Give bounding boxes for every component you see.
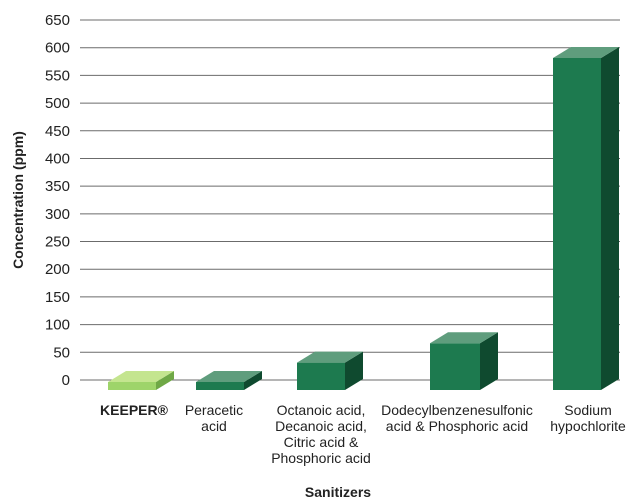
y-tick-label: 400	[45, 150, 70, 167]
bar	[297, 351, 363, 390]
bar-top	[430, 332, 498, 344]
grid-lines	[80, 19, 620, 381]
x-category-label: Sodium hypochlorite	[550, 402, 626, 434]
bar-top	[108, 371, 174, 382]
bars	[108, 47, 619, 390]
y-axis-title: Concentration (ppm)	[10, 131, 26, 269]
y-tick-label: 550	[45, 67, 70, 84]
bar-front	[196, 382, 244, 390]
x-category-label: KEEPER®	[100, 402, 169, 418]
y-tick-label: 600	[45, 40, 70, 57]
x-axis-title: Sanitizers	[305, 484, 371, 500]
bar-side	[244, 371, 262, 390]
y-tick-label: 50	[53, 344, 70, 361]
x-category-label: Dodecylbenzenesulfonic acid & Phosphoric …	[381, 402, 533, 434]
bar-side	[156, 371, 174, 390]
bar-side	[480, 332, 498, 390]
bar	[553, 47, 619, 390]
y-tick-label: 500	[45, 95, 70, 112]
bar-front	[430, 343, 480, 390]
bar	[430, 332, 498, 390]
y-tick-label: 250	[45, 234, 70, 251]
y-tick-label: 300	[45, 206, 70, 223]
y-tick-label: 350	[45, 178, 70, 195]
bar-top	[196, 371, 262, 382]
y-tick-label: 200	[45, 261, 70, 278]
y-tick-label: 100	[45, 317, 70, 334]
bar-front	[108, 382, 156, 390]
x-axis-categories: KEEPER® Peracetic acid Octanoic acid, Decano…	[100, 402, 626, 466]
y-tick-label: 0	[62, 372, 70, 389]
bar-top	[297, 351, 363, 363]
bar-front	[297, 362, 345, 390]
y-tick-label: 450	[45, 123, 70, 140]
bar-top	[553, 47, 619, 58]
y-axis-ticks: 0 50 100 150 200 250 300 350 400 450 500 550 600 650	[45, 12, 70, 389]
y-tick-label: 150	[45, 289, 70, 306]
bar-side	[601, 47, 619, 390]
x-category-label: Peracetic acid	[185, 402, 243, 434]
bar	[108, 371, 174, 390]
y-tick-label: 650	[45, 12, 70, 29]
x-category-label: Octanoic acid, Decanoic acid, Citric acid …	[271, 402, 371, 466]
bar-side	[345, 351, 363, 390]
bar-front	[553, 58, 601, 390]
bar	[196, 371, 262, 390]
